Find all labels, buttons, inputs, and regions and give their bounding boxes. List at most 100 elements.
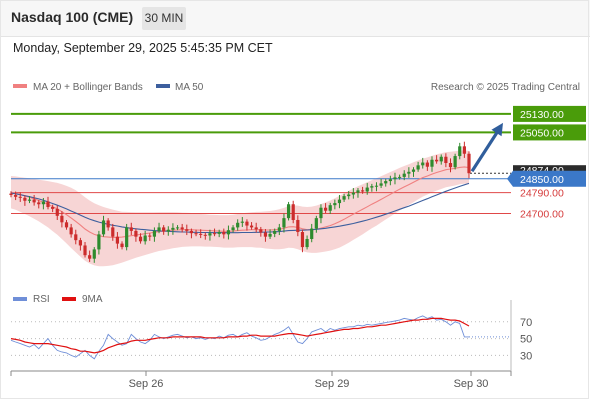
ma20-line [10, 166, 470, 238]
candle-5 [32, 194, 36, 206]
candle-0 [9, 191, 13, 198]
candle-body-74 [351, 192, 355, 195]
ma50-legend-swatch [156, 84, 170, 88]
candle-88 [416, 161, 420, 172]
moving-averages [10, 166, 470, 238]
candle-body-96 [453, 156, 457, 168]
candle-98 [462, 141, 466, 158]
candle-body-88 [416, 165, 420, 170]
candle-69 [328, 202, 332, 214]
resistance-badge-text-0: 25130.00 [520, 109, 564, 121]
candle-body-39 [189, 230, 194, 234]
candle-97 [458, 142, 462, 160]
candle-body-82 [388, 179, 392, 182]
candle-22 [111, 223, 115, 241]
candle-60 [286, 201, 291, 221]
candle-body-78 [370, 186, 374, 188]
candle-54 [259, 226, 263, 237]
ma20-legend-swatch [13, 84, 27, 88]
forecast-arrow-shaft [470, 127, 502, 173]
candle-15 [78, 237, 82, 251]
candle-26 [129, 222, 133, 236]
time-tick-label-1: Sep 29 [315, 378, 350, 390]
support-price-label-4: 24700.00 [520, 209, 564, 221]
candle-body-70 [333, 203, 337, 206]
candle-96 [453, 153, 457, 170]
candle-body-4 [27, 199, 32, 201]
candle-17 [88, 250, 92, 262]
rsi-ma-legend-label: 9MA [82, 294, 103, 305]
candle-20 [101, 215, 106, 237]
candle-95 [448, 158, 453, 173]
resistance-price-badge-0: 25130.00 [513, 105, 586, 122]
candle-body-37 [180, 227, 184, 230]
candle-86 [407, 167, 411, 178]
candle-body-50 [240, 221, 244, 223]
ma20-legend-label: MA 20 + Bollinger Bands [33, 82, 143, 93]
candle-body-28 [138, 236, 143, 242]
candle-body-56 [268, 233, 272, 237]
candle-77 [365, 182, 369, 195]
timeframe-button[interactable]: 30 MIN [142, 7, 186, 30]
candle-body-90 [425, 162, 429, 167]
candle-53 [254, 222, 258, 233]
candle-body-3 [23, 197, 27, 201]
candle-32 [157, 222, 161, 234]
candle-body-46 [222, 232, 226, 235]
rsi-ma-legend-swatch [62, 297, 76, 301]
candle-28 [138, 233, 143, 244]
candle-83 [393, 172, 397, 185]
candle-body-7 [41, 201, 45, 205]
candle-body-23 [115, 236, 120, 244]
current-price-badge-bg [513, 165, 586, 176]
candle-body-2 [18, 196, 22, 198]
candle-body-15 [78, 240, 82, 246]
chart-header: Nasdaq 100 (CME) 30 MIN [0, 0, 590, 37]
pivot-badge-arrow [507, 170, 513, 187]
candle-body-41 [199, 233, 203, 235]
candle-89 [421, 157, 425, 169]
candle-body-24 [120, 243, 124, 248]
candle-body-34 [166, 229, 170, 232]
forecast-arrow-head [491, 122, 503, 137]
candle-body-84 [398, 176, 402, 178]
candle-body-6 [37, 202, 41, 205]
candle-68 [323, 203, 328, 214]
candle-33 [162, 225, 166, 235]
candle-99 [467, 151, 471, 179]
ma50-line [10, 182, 470, 234]
candle-body-45 [217, 232, 221, 234]
candle-11 [60, 211, 64, 228]
candle-body-31 [152, 230, 157, 237]
candle-56 [268, 229, 272, 239]
candle-body-42 [203, 234, 207, 236]
candle-40 [194, 229, 198, 237]
candle-body-0 [9, 193, 13, 195]
candle-21 [106, 218, 110, 231]
candle-body-89 [421, 162, 425, 166]
candle-30 [148, 233, 152, 241]
candle-74 [351, 188, 355, 199]
candle-body-21 [106, 220, 110, 228]
candle-44 [212, 228, 217, 237]
candle-73 [347, 191, 351, 200]
candle-body-79 [374, 185, 379, 187]
candle-45 [217, 229, 221, 238]
candle-body-77 [365, 187, 369, 192]
candle-body-64 [305, 238, 309, 248]
pivot-badge-text-2: 24850.00 [520, 174, 564, 186]
candle-body-5 [32, 199, 36, 203]
candle-16 [83, 241, 87, 258]
candle-body-66 [314, 218, 318, 229]
time-tick-label-0: Sep 26 [129, 378, 164, 390]
candle-58 [277, 223, 281, 236]
candle-body-73 [347, 194, 351, 197]
candle-93 [439, 154, 443, 165]
candle-body-20 [101, 220, 106, 235]
candle-body-22 [111, 227, 115, 237]
candle-body-18 [92, 249, 96, 259]
candle-47 [226, 225, 231, 240]
candle-59 [282, 213, 286, 233]
candle-24 [120, 241, 124, 250]
